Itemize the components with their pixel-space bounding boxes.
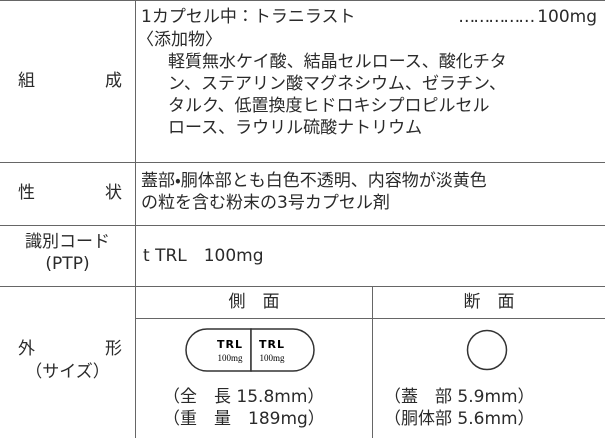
border — [372, 286, 373, 438]
row-sublabel: （サイズ） — [25, 362, 110, 382]
ingredient-line: 1カプセル中：トラニラスト …………… 100mg — [141, 6, 597, 28]
additive-line: 軽質無水ケイ酸、結晶セルロース、酸化チタ — [168, 52, 507, 72]
additives-heading: 〈添加物〉 — [137, 30, 222, 50]
leader: …………… — [458, 7, 535, 27]
capsule: TRL 100mg TRL 100mg — [185, 328, 315, 372]
amount: 100mg — [537, 7, 597, 27]
column-heading: 側 面 — [228, 292, 280, 312]
border — [0, 225, 605, 226]
additive-line: タルク、低置換度ヒドロキシプロピルセル — [168, 96, 490, 116]
size-line: （全 長 15.8mm） — [163, 387, 325, 407]
capsule-body — [250, 328, 315, 372]
additives: 軽質無水ケイ酸、結晶セルロース、酸化チタ ン、ステアリン酸マグネシウム、ゼラチン、… — [168, 51, 507, 139]
imprint: 100mg — [217, 353, 243, 363]
size-line: （胴体部 5.6mm） — [384, 409, 535, 429]
border — [135, 0, 136, 438]
description: 蓋部・胴体部とも白色不透明、内容物が淡黄色 の粒を含む粉末の3号カプセル剤 — [141, 170, 487, 214]
imprint: TRL — [217, 338, 243, 351]
cross-section — [466, 329, 508, 371]
border — [135, 318, 605, 319]
imprint: TRL — [259, 338, 285, 351]
description-line: 蓋部・胴体部とも白色不透明、内容物が淡黄色 — [141, 171, 487, 191]
row-label: 性状 — [18, 183, 122, 203]
border — [0, 0, 605, 1]
imprint: 100mg — [259, 353, 285, 363]
description-line: の粒を含む粉末の3号カプセル剤 — [141, 193, 390, 213]
row-label: 外形 — [18, 339, 122, 359]
size-line: （蓋 部 5.9mm） — [384, 387, 535, 407]
border — [0, 286, 605, 287]
additive-line: ン、ステアリン酸マグネシウム、ゼラチン、 — [168, 74, 506, 94]
size-line: （重 量 189mg） — [163, 409, 325, 429]
section-size: （蓋 部 5.9mm） （胴体部 5.6mm） — [384, 386, 535, 430]
capsule-cap — [185, 328, 252, 372]
additive-line: ロース、ラウリル硫酸ナトリウム — [168, 118, 423, 138]
identification-value: t TRL 100mg — [143, 246, 264, 266]
column-heading: 断 面 — [463, 292, 515, 312]
row-sublabel: (PTP) — [45, 254, 90, 274]
side-size: （全 長 15.8mm） （重 量 189mg） — [163, 386, 325, 430]
row-label: 組成 — [18, 71, 122, 91]
row-label: 識別コード — [25, 232, 110, 252]
border — [0, 162, 605, 163]
ingredient: 1カプセル中：トラニラスト — [141, 7, 356, 27]
